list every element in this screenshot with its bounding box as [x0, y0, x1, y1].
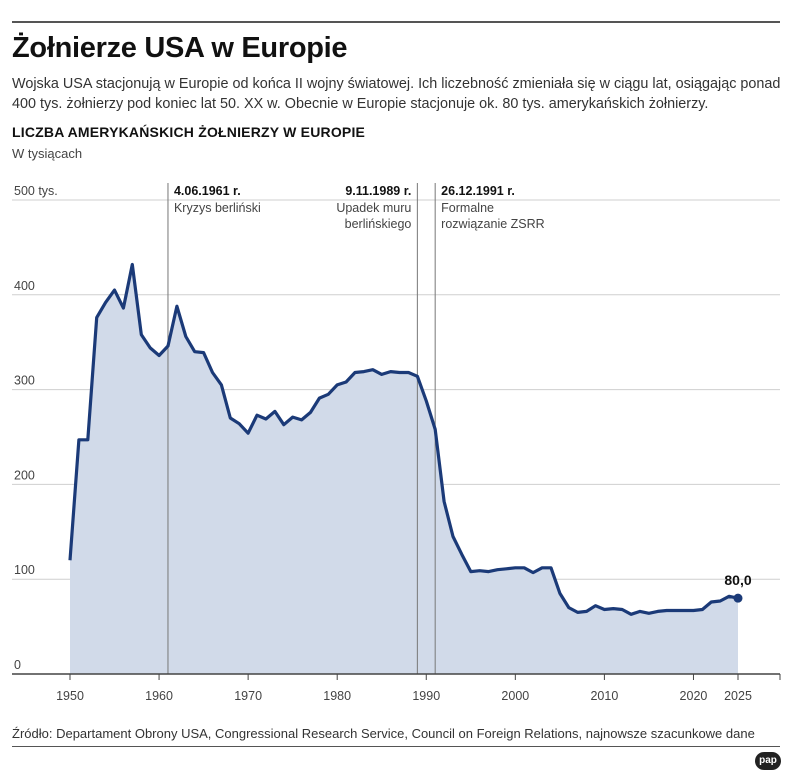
event-description: rozwiązanie ZSRR	[441, 217, 545, 231]
x-tick-label: 2000	[501, 689, 529, 703]
y-tick-label: 300	[14, 374, 35, 388]
x-tick-label: 2020	[680, 689, 708, 703]
last-point-marker	[733, 593, 743, 603]
event-description: berlińskiego	[345, 217, 412, 231]
event-date: 4.06.1961 r.	[174, 184, 241, 198]
troops-chart: 4.06.1961 r. Kryzys berliński 9.11.1989 r.…	[12, 183, 781, 703]
y-tick-label: 400	[14, 279, 35, 293]
chart-axes: 0 100 200 300 400 500 tys. 1950 1960 1970 1980 199…	[12, 184, 781, 703]
pap-logo: pap	[755, 752, 781, 770]
chart-last-point: 80,0	[724, 572, 752, 603]
chart-unit-label: W tysiącach	[12, 146, 83, 161]
page-title: Żołnierze USA w Europie	[12, 32, 348, 64]
x-tick-label: 2025	[724, 689, 752, 703]
source-note: Źródło: Departament Obrony USA, Congress…	[12, 726, 755, 741]
page-subtitle: Wojska USA stacjonują w Europie od końca…	[12, 76, 781, 112]
bottom-rule	[12, 746, 780, 747]
chart-area-fill	[70, 264, 738, 674]
y-tick-label: 0	[14, 658, 21, 672]
event-description: Kryzys berliński	[174, 201, 261, 215]
chart-event-markers: 4.06.1961 r. Kryzys berliński 9.11.1989 r.…	[167, 183, 545, 674]
event-description: Formalne	[441, 201, 494, 215]
x-tick-label: 1980	[323, 689, 351, 703]
last-value-label: 80,0	[724, 572, 751, 588]
x-tick-label: 1990	[412, 689, 440, 703]
x-tick-label: 1960	[145, 689, 173, 703]
x-tick-label: 1950	[56, 689, 84, 703]
y-tick-label: 100	[14, 563, 35, 577]
event-description: Upadek muru	[336, 201, 411, 215]
y-tick-label: 200	[14, 468, 35, 482]
top-rule	[12, 21, 780, 23]
chart-title: LICZBA AMERYKAŃSKICH ŻOŁNIERZY W EUROPIE	[12, 124, 366, 140]
x-tick-label: 2010	[590, 689, 618, 703]
x-tick-label: 1970	[234, 689, 262, 703]
event-date: 26.12.1991 r.	[441, 184, 515, 198]
chart-series-line	[68, 262, 739, 616]
event-date: 9.11.1989 r.	[345, 184, 411, 198]
y-tick-label: 500 tys.	[14, 184, 58, 198]
